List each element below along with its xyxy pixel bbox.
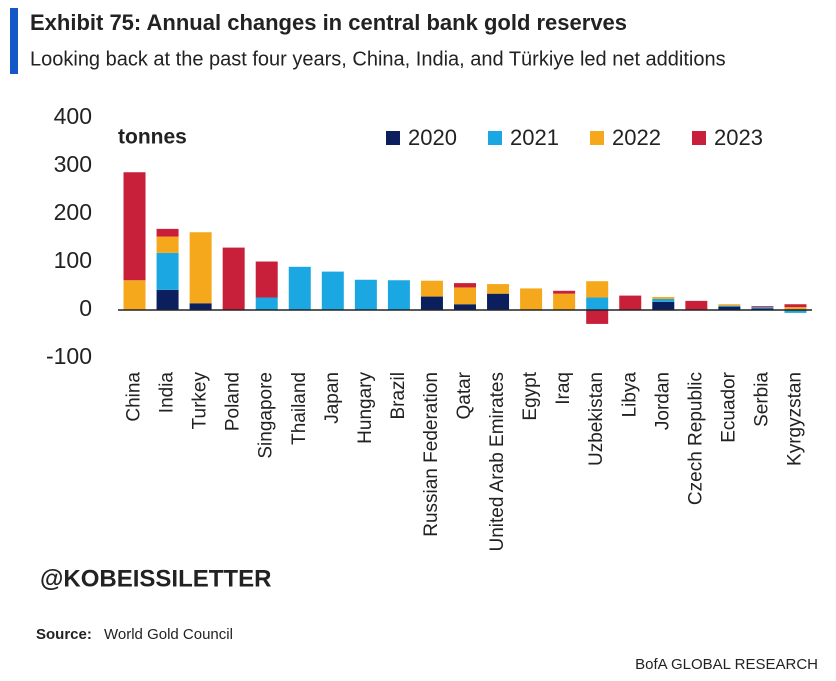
bar-segment — [255, 261, 278, 298]
x-tick-label: Serbia — [751, 372, 772, 427]
x-tick-label: Czech Republic — [685, 372, 706, 505]
bar-segment — [487, 284, 510, 294]
chart-title: Exhibit 75: Annual changes in central ba… — [30, 10, 627, 35]
x-tick-label: Thailand — [289, 372, 310, 445]
bar-segment — [454, 287, 476, 305]
x-tick-label: Ecuador — [718, 371, 739, 442]
source-label: Source: — [36, 626, 92, 643]
x-tick-label: Libya — [619, 372, 640, 418]
bar-segment — [156, 289, 179, 310]
x-tick-label: Qatar — [454, 371, 475, 419]
bar-segment — [123, 280, 146, 310]
bar-segment — [454, 304, 476, 310]
y-tick-label: 100 — [54, 247, 92, 273]
legend-label: 2023 — [714, 125, 763, 150]
x-tick-label: China — [124, 372, 145, 422]
title-accent — [10, 8, 18, 74]
legend-swatch — [488, 131, 502, 145]
watermark: @KOBEISSILETTER — [40, 565, 271, 592]
bar-segment — [454, 283, 476, 288]
bar-segment — [156, 228, 179, 237]
bar-segment — [718, 305, 741, 307]
bar-segment — [652, 298, 675, 302]
bar-segment — [255, 297, 278, 310]
x-tick-label: Turkey — [190, 372, 211, 430]
bar-segment — [156, 236, 179, 253]
bar-segment — [586, 310, 609, 324]
bar-segment — [718, 304, 741, 306]
x-tick-label: Singapore — [256, 372, 277, 459]
bar-segment — [288, 266, 311, 310]
x-tick-label: Poland — [223, 372, 244, 431]
legend-label: 2021 — [510, 125, 559, 150]
legend-label: 2020 — [408, 125, 457, 150]
bar-segment — [222, 247, 245, 310]
bar-segment — [586, 297, 609, 310]
legend-swatch — [590, 131, 604, 145]
bar-segment — [751, 306, 774, 308]
bar-segment — [123, 172, 146, 281]
y-axis-label: tonnes — [118, 126, 187, 149]
bar-segment — [652, 297, 675, 299]
x-tick-label: Brazil — [388, 372, 409, 420]
x-tick-label: United Arab Emirates — [487, 372, 508, 552]
chart-subtitle: Looking back at the past four years, Chi… — [30, 48, 726, 70]
bar-segment — [751, 307, 774, 309]
bar-segment — [718, 306, 741, 310]
bar-segment — [520, 288, 543, 310]
bar-segment — [586, 281, 609, 298]
bar-segment — [487, 293, 510, 310]
x-tick-label: Russian Federation — [421, 372, 442, 537]
y-tick-label: -100 — [46, 343, 92, 369]
bar-segment — [784, 310, 807, 313]
x-tick-label: Kyrgyzstan — [784, 372, 805, 466]
bar-segment — [354, 279, 377, 310]
bar-segment — [553, 293, 576, 310]
bar-segment — [387, 280, 410, 310]
bar-segment — [189, 303, 212, 310]
bar-segment — [685, 300, 708, 310]
y-tick-label: 0 — [79, 295, 92, 321]
bar-segment — [420, 280, 443, 297]
footer: BofA GLOBAL RESEARCH — [635, 656, 818, 673]
x-tick-label: Uzbekistan — [586, 372, 607, 466]
legend-swatch — [386, 131, 400, 145]
x-tick-label: Iraq — [553, 372, 574, 405]
x-tick-label: Japan — [322, 372, 343, 424]
y-tick-label: 400 — [54, 103, 92, 129]
x-tick-label: Egypt — [520, 371, 541, 420]
bar-segment — [321, 271, 344, 310]
bar-segment — [784, 307, 807, 310]
bar-segment — [420, 296, 443, 310]
legend-label: 2022 — [612, 125, 661, 150]
source: World Gold Council — [104, 626, 233, 643]
y-tick-label: 300 — [54, 151, 92, 177]
x-tick-label: India — [157, 372, 178, 414]
x-tick-label: Jordan — [652, 372, 673, 430]
bar-segment — [784, 304, 807, 308]
bar-segment — [553, 290, 576, 294]
bar-segment — [189, 232, 212, 304]
bar-segment — [156, 252, 179, 290]
bar-segment — [619, 295, 642, 310]
legend-swatch — [692, 131, 706, 145]
y-tick-label: 200 — [54, 199, 92, 225]
x-tick-label: Hungary — [355, 372, 376, 444]
bar-segment — [652, 301, 675, 310]
